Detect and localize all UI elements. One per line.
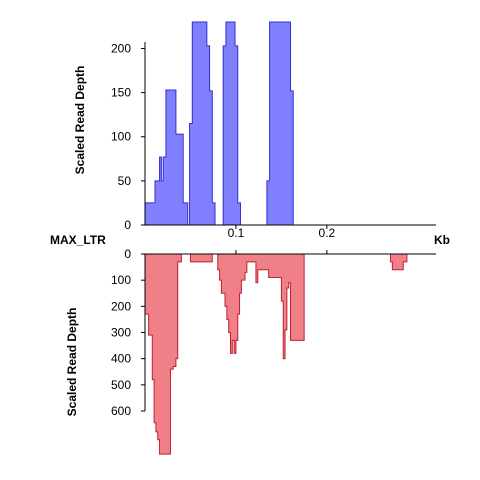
top-y-tick-label: 100 [111, 130, 131, 144]
bottom-y-tick-label: 0 [124, 247, 131, 261]
bottom-y-tick-label: 200 [111, 299, 131, 313]
top-y-axis-title: Scaled Read Depth [73, 66, 87, 175]
top-y-tick-label: 150 [111, 86, 131, 100]
top-y-tick-label: 200 [111, 41, 131, 55]
x-axis: 0.1 0.2 [145, 224, 436, 255]
top-panel: 0 50 100 150 200 [111, 21, 436, 232]
x-unit-label: Kb [434, 233, 450, 247]
bottom-y-tick-label: 600 [111, 404, 131, 418]
bottom-series-area [144, 253, 436, 455]
bottom-y-tick-label: 100 [111, 273, 131, 287]
bottom-y-tick-label: 300 [111, 326, 131, 340]
bottom-y-axis-title: Scaled Read Depth [65, 308, 79, 417]
bottom-y-tick-label: 500 [111, 378, 131, 392]
top-series-area [144, 21, 436, 226]
bottom-y-tick-label: 400 [111, 352, 131, 366]
bottom-panel: 0 100 200 300 400 500 600 [111, 247, 436, 455]
top-y-tick-label: 0 [124, 218, 131, 232]
top-y-tick-label: 50 [118, 174, 132, 188]
sequence-label: MAX_LTR [50, 233, 106, 247]
x-tick-label: 0.1 [228, 226, 245, 240]
x-tick-label: 0.2 [319, 226, 336, 240]
